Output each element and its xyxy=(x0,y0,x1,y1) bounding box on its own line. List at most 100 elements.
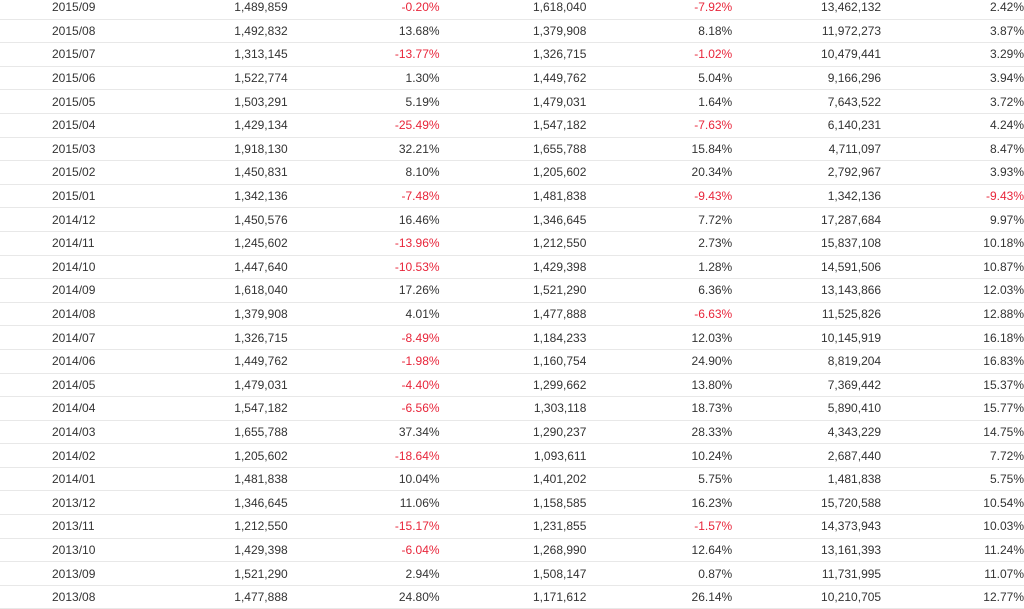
value-b-cell: 1,479,031 xyxy=(439,89,587,114)
cumulative-cell: 10,145,919 xyxy=(732,325,882,350)
cumulative-cell: 14,591,506 xyxy=(732,255,882,280)
month-cell: 2014/04 xyxy=(0,396,139,421)
cumulative-change-cell: 10.18% xyxy=(881,231,1024,256)
cumulative-change-cell: 9.97% xyxy=(881,207,1024,232)
value-a-cell: 1,618,040 xyxy=(138,278,288,303)
cumulative-change-cell: 3.29% xyxy=(881,42,1024,67)
table-row: 2014/09 1,618,040 17.26% 1,521,290 6.36% 13,1… xyxy=(0,278,1024,303)
month-cell: 2014/02 xyxy=(0,443,139,468)
cumulative-cell: 15,720,588 xyxy=(732,490,882,516)
table-row: 2015/05 1,503,291 5.19% 1,479,031 1.64% 7,643… xyxy=(0,89,1024,114)
table-row: 2014/06 1,449,762 -1.98% 1,160,754 24.90% 8,8… xyxy=(0,349,1024,374)
table-row: 2015/02 1,450,831 8.10% 1,205,602 20.34% 2,79… xyxy=(0,160,1024,185)
cumulative-cell: 15,837,108 xyxy=(732,231,882,256)
change-b-cell: -7.63% xyxy=(586,113,733,138)
value-a-cell: 1,346,645 xyxy=(138,490,288,516)
value-a-cell: 1,479,031 xyxy=(138,373,288,398)
value-b-cell: 1,158,585 xyxy=(439,490,587,516)
cumulative-cell: 13,462,132 xyxy=(732,0,882,20)
table-row: 2015/08 1,492,832 13.68% 1,379,908 8.18% 11,9… xyxy=(0,19,1024,44)
change-b-cell: -7.92% xyxy=(586,0,733,20)
cumulative-cell: 17,287,684 xyxy=(732,207,882,232)
change-a-cell: 5.19% xyxy=(287,89,440,114)
month-cell: 2014/01 xyxy=(0,467,139,492)
month-cell: 2014/09 xyxy=(0,278,139,303)
cumulative-change-cell: 3.87% xyxy=(881,19,1024,44)
month-cell: 2013/11 xyxy=(0,514,139,539)
value-a-cell: 1,477,888 xyxy=(138,585,288,609)
cumulative-cell: 4,343,229 xyxy=(732,420,882,445)
value-a-cell: 1,429,398 xyxy=(138,538,288,563)
cumulative-change-cell: 12.03% xyxy=(881,278,1024,303)
table-row: 2014/12 1,450,576 16.46% 1,346,645 7.72% 17,2… xyxy=(0,207,1024,232)
table-row: 2014/11 1,245,602 -13.96% 1,212,550 2.73% 15,… xyxy=(0,231,1024,256)
change-a-cell: 37.34% xyxy=(287,420,440,445)
cumulative-change-cell: 4.24% xyxy=(881,113,1024,138)
value-a-cell: 1,450,576 xyxy=(138,207,288,232)
value-a-cell: 1,205,602 xyxy=(138,443,288,468)
value-b-cell: 1,477,888 xyxy=(439,302,587,327)
cumulative-cell: 13,143,866 xyxy=(732,278,882,303)
cumulative-change-cell: 12.88% xyxy=(881,302,1024,327)
value-a-cell: 1,326,715 xyxy=(138,325,288,350)
change-b-cell: 1.64% xyxy=(586,89,733,114)
change-a-cell: 24.80% xyxy=(287,585,440,609)
change-a-cell: -8.49% xyxy=(287,325,440,350)
month-cell: 2013/12 xyxy=(0,490,139,516)
cumulative-cell: 11,731,995 xyxy=(732,561,882,586)
cumulative-cell: 6,140,231 xyxy=(732,113,882,138)
change-b-cell: -6.63% xyxy=(586,302,733,327)
change-b-cell: 28.33% xyxy=(586,420,733,445)
table-row: 2014/03 1,655,788 37.34% 1,290,237 28.33% 4,3… xyxy=(0,420,1024,445)
change-b-cell: 7.72% xyxy=(586,207,733,232)
value-b-cell: 1,401,202 xyxy=(439,467,587,492)
cumulative-cell: 10,479,441 xyxy=(732,42,882,67)
cumulative-change-cell: 3.94% xyxy=(881,66,1024,91)
cumulative-change-cell: 7.72% xyxy=(881,443,1024,468)
value-b-cell: 1,508,147 xyxy=(439,561,587,586)
change-a-cell: 17.26% xyxy=(287,278,440,303)
change-a-cell: -6.56% xyxy=(287,396,440,421)
month-cell: 2013/08 xyxy=(0,585,139,609)
table-row: 2014/07 1,326,715 -8.49% 1,184,233 12.03% 10,… xyxy=(0,325,1024,350)
value-a-cell: 1,450,831 xyxy=(138,160,288,185)
month-cell: 2014/08 xyxy=(0,302,139,327)
change-a-cell: 1.30% xyxy=(287,66,440,91)
cumulative-cell: 1,342,136 xyxy=(732,184,882,209)
month-cell: 2014/06 xyxy=(0,349,139,374)
change-b-cell: 6.36% xyxy=(586,278,733,303)
value-b-cell: 1,346,645 xyxy=(439,207,587,232)
change-b-cell: 15.84% xyxy=(586,137,733,162)
month-cell: 2014/10 xyxy=(0,255,139,280)
month-cell: 2015/02 xyxy=(0,160,139,185)
change-a-cell: 4.01% xyxy=(287,302,440,327)
value-b-cell: 1,618,040 xyxy=(439,0,587,20)
change-b-cell: 26.14% xyxy=(586,585,733,609)
change-a-cell: 2.94% xyxy=(287,561,440,586)
value-b-cell: 1,521,290 xyxy=(439,278,587,303)
value-b-cell: 1,184,233 xyxy=(439,325,587,350)
cumulative-change-cell: 10.87% xyxy=(881,255,1024,280)
cumulative-cell: 7,369,442 xyxy=(732,373,882,398)
value-b-cell: 1,205,602 xyxy=(439,160,587,185)
cumulative-change-cell: 10.03% xyxy=(881,514,1024,539)
cumulative-change-cell: 11.07% xyxy=(881,561,1024,586)
change-b-cell: 12.03% xyxy=(586,325,733,350)
value-b-cell: 1,212,550 xyxy=(439,231,587,256)
cumulative-change-cell: 3.93% xyxy=(881,160,1024,185)
change-b-cell: 8.18% xyxy=(586,19,733,44)
cumulative-cell: 14,373,943 xyxy=(732,514,882,539)
change-a-cell: -18.64% xyxy=(287,443,440,468)
value-b-cell: 1,171,612 xyxy=(439,585,587,609)
month-cell: 2015/07 xyxy=(0,42,139,67)
table-row: 2015/04 1,429,134 -25.49% 1,547,182 -7.63% 6,… xyxy=(0,113,1024,138)
value-a-cell: 1,429,134 xyxy=(138,113,288,138)
change-a-cell: 10.04% xyxy=(287,467,440,492)
table-row: 2014/05 1,479,031 -4.40% 1,299,662 13.80% 7,3… xyxy=(0,373,1024,398)
cumulative-cell: 1,481,838 xyxy=(732,467,882,492)
change-a-cell: -15.17% xyxy=(287,514,440,539)
change-b-cell: 5.04% xyxy=(586,66,733,91)
month-cell: 2014/12 xyxy=(0,207,139,232)
table-row: 2014/04 1,547,182 -6.56% 1,303,118 18.73% 5,8… xyxy=(0,396,1024,421)
change-a-cell: 13.68% xyxy=(287,19,440,44)
